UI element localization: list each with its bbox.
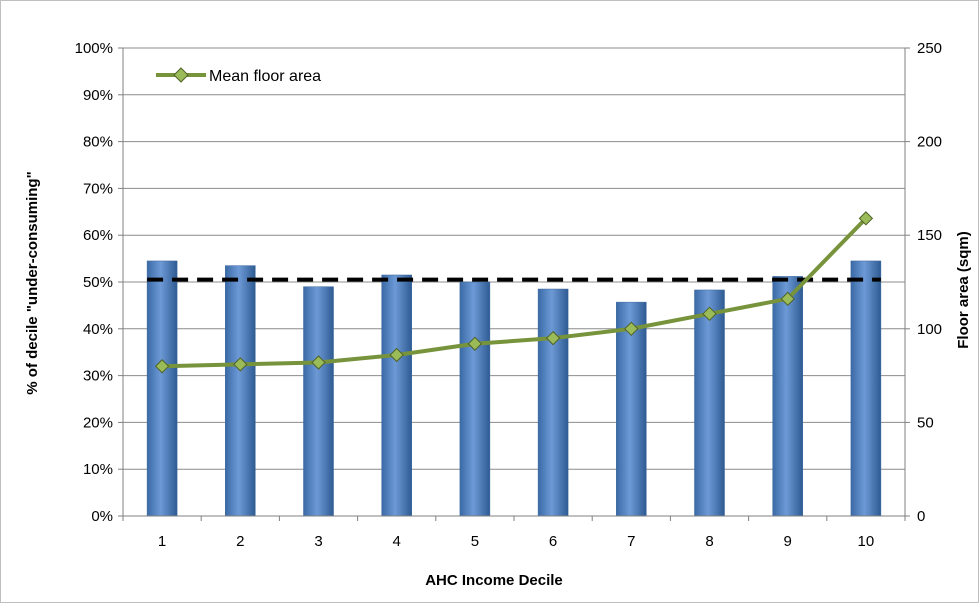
- y-tick-label: 20%: [83, 414, 113, 431]
- x-tick-label: 5: [471, 533, 479, 550]
- line-point-marker: [780, 291, 795, 307]
- mean-floor-area-line: [162, 216, 868, 369]
- y-tick-label: 50%: [83, 274, 113, 291]
- line-point-marker: [389, 347, 404, 363]
- legend-marker-swatch: [173, 67, 189, 83]
- line-series: [154, 211, 874, 374]
- bar: [537, 288, 569, 517]
- bar: [381, 274, 412, 517]
- line-point-marker: [311, 355, 326, 370]
- line-point-marker: [858, 211, 874, 226]
- bar: [694, 289, 725, 517]
- y-tick-label: 40%: [83, 321, 113, 338]
- x-tick-label: 3: [314, 533, 322, 550]
- legend-label: Mean floor area: [209, 68, 321, 85]
- bar: [146, 260, 178, 517]
- legend: Mean floor area: [156, 67, 321, 85]
- x-tick-label: 7: [627, 533, 635, 550]
- bar: [850, 260, 882, 517]
- x-tick-label: 2: [236, 533, 244, 550]
- y2-tick-label: 150: [917, 227, 942, 244]
- line-point-marker: [154, 359, 170, 374]
- y2-tick-label: 200: [917, 134, 942, 151]
- x-tick-label: 1: [158, 533, 166, 550]
- y2-tick-label: 0: [917, 508, 925, 525]
- y-tick-label: 0%: [91, 508, 113, 525]
- bar: [616, 301, 647, 517]
- y2-tick-label: 100: [917, 321, 942, 338]
- x-axis-title: AHC Income Decile: [425, 572, 563, 589]
- bar: [303, 286, 334, 517]
- y-tick-label: 70%: [83, 180, 113, 197]
- y-tick-label: 10%: [83, 461, 113, 478]
- axes: 0% 10% 20% 30% 40% 50% 60% 70% 80% 90% 100% 0 50 100 1…: [75, 40, 942, 550]
- line-point-marker: [233, 357, 248, 372]
- y-tick-label: 100%: [75, 40, 113, 57]
- y-tick-label: 60%: [83, 227, 113, 244]
- x-tick-label: 9: [784, 533, 792, 550]
- line-point-marker: [545, 330, 561, 346]
- y2-tick-label: 50: [917, 414, 934, 431]
- x-tick-label: 4: [393, 533, 401, 550]
- y2-tick-label: 250: [917, 40, 942, 57]
- y-tick-label: 80%: [83, 134, 113, 151]
- x-tick-label: 6: [549, 533, 557, 550]
- y-tick-label: 90%: [83, 87, 113, 104]
- y2-axis-title: Floor area (sqm): [955, 231, 972, 349]
- line-point-marker: [702, 306, 717, 322]
- y-tick-label: 30%: [83, 368, 113, 385]
- y-axis-title: % of decile "under-consuming": [24, 171, 41, 394]
- line-point-marker: [624, 321, 639, 337]
- x-tick-label: 8: [705, 533, 713, 550]
- x-tick-label: 10: [858, 533, 875, 550]
- bar: [459, 281, 491, 517]
- bar: [772, 276, 803, 517]
- line-point-marker: [467, 336, 483, 351]
- bar-series: [146, 260, 882, 517]
- bar: [225, 265, 256, 517]
